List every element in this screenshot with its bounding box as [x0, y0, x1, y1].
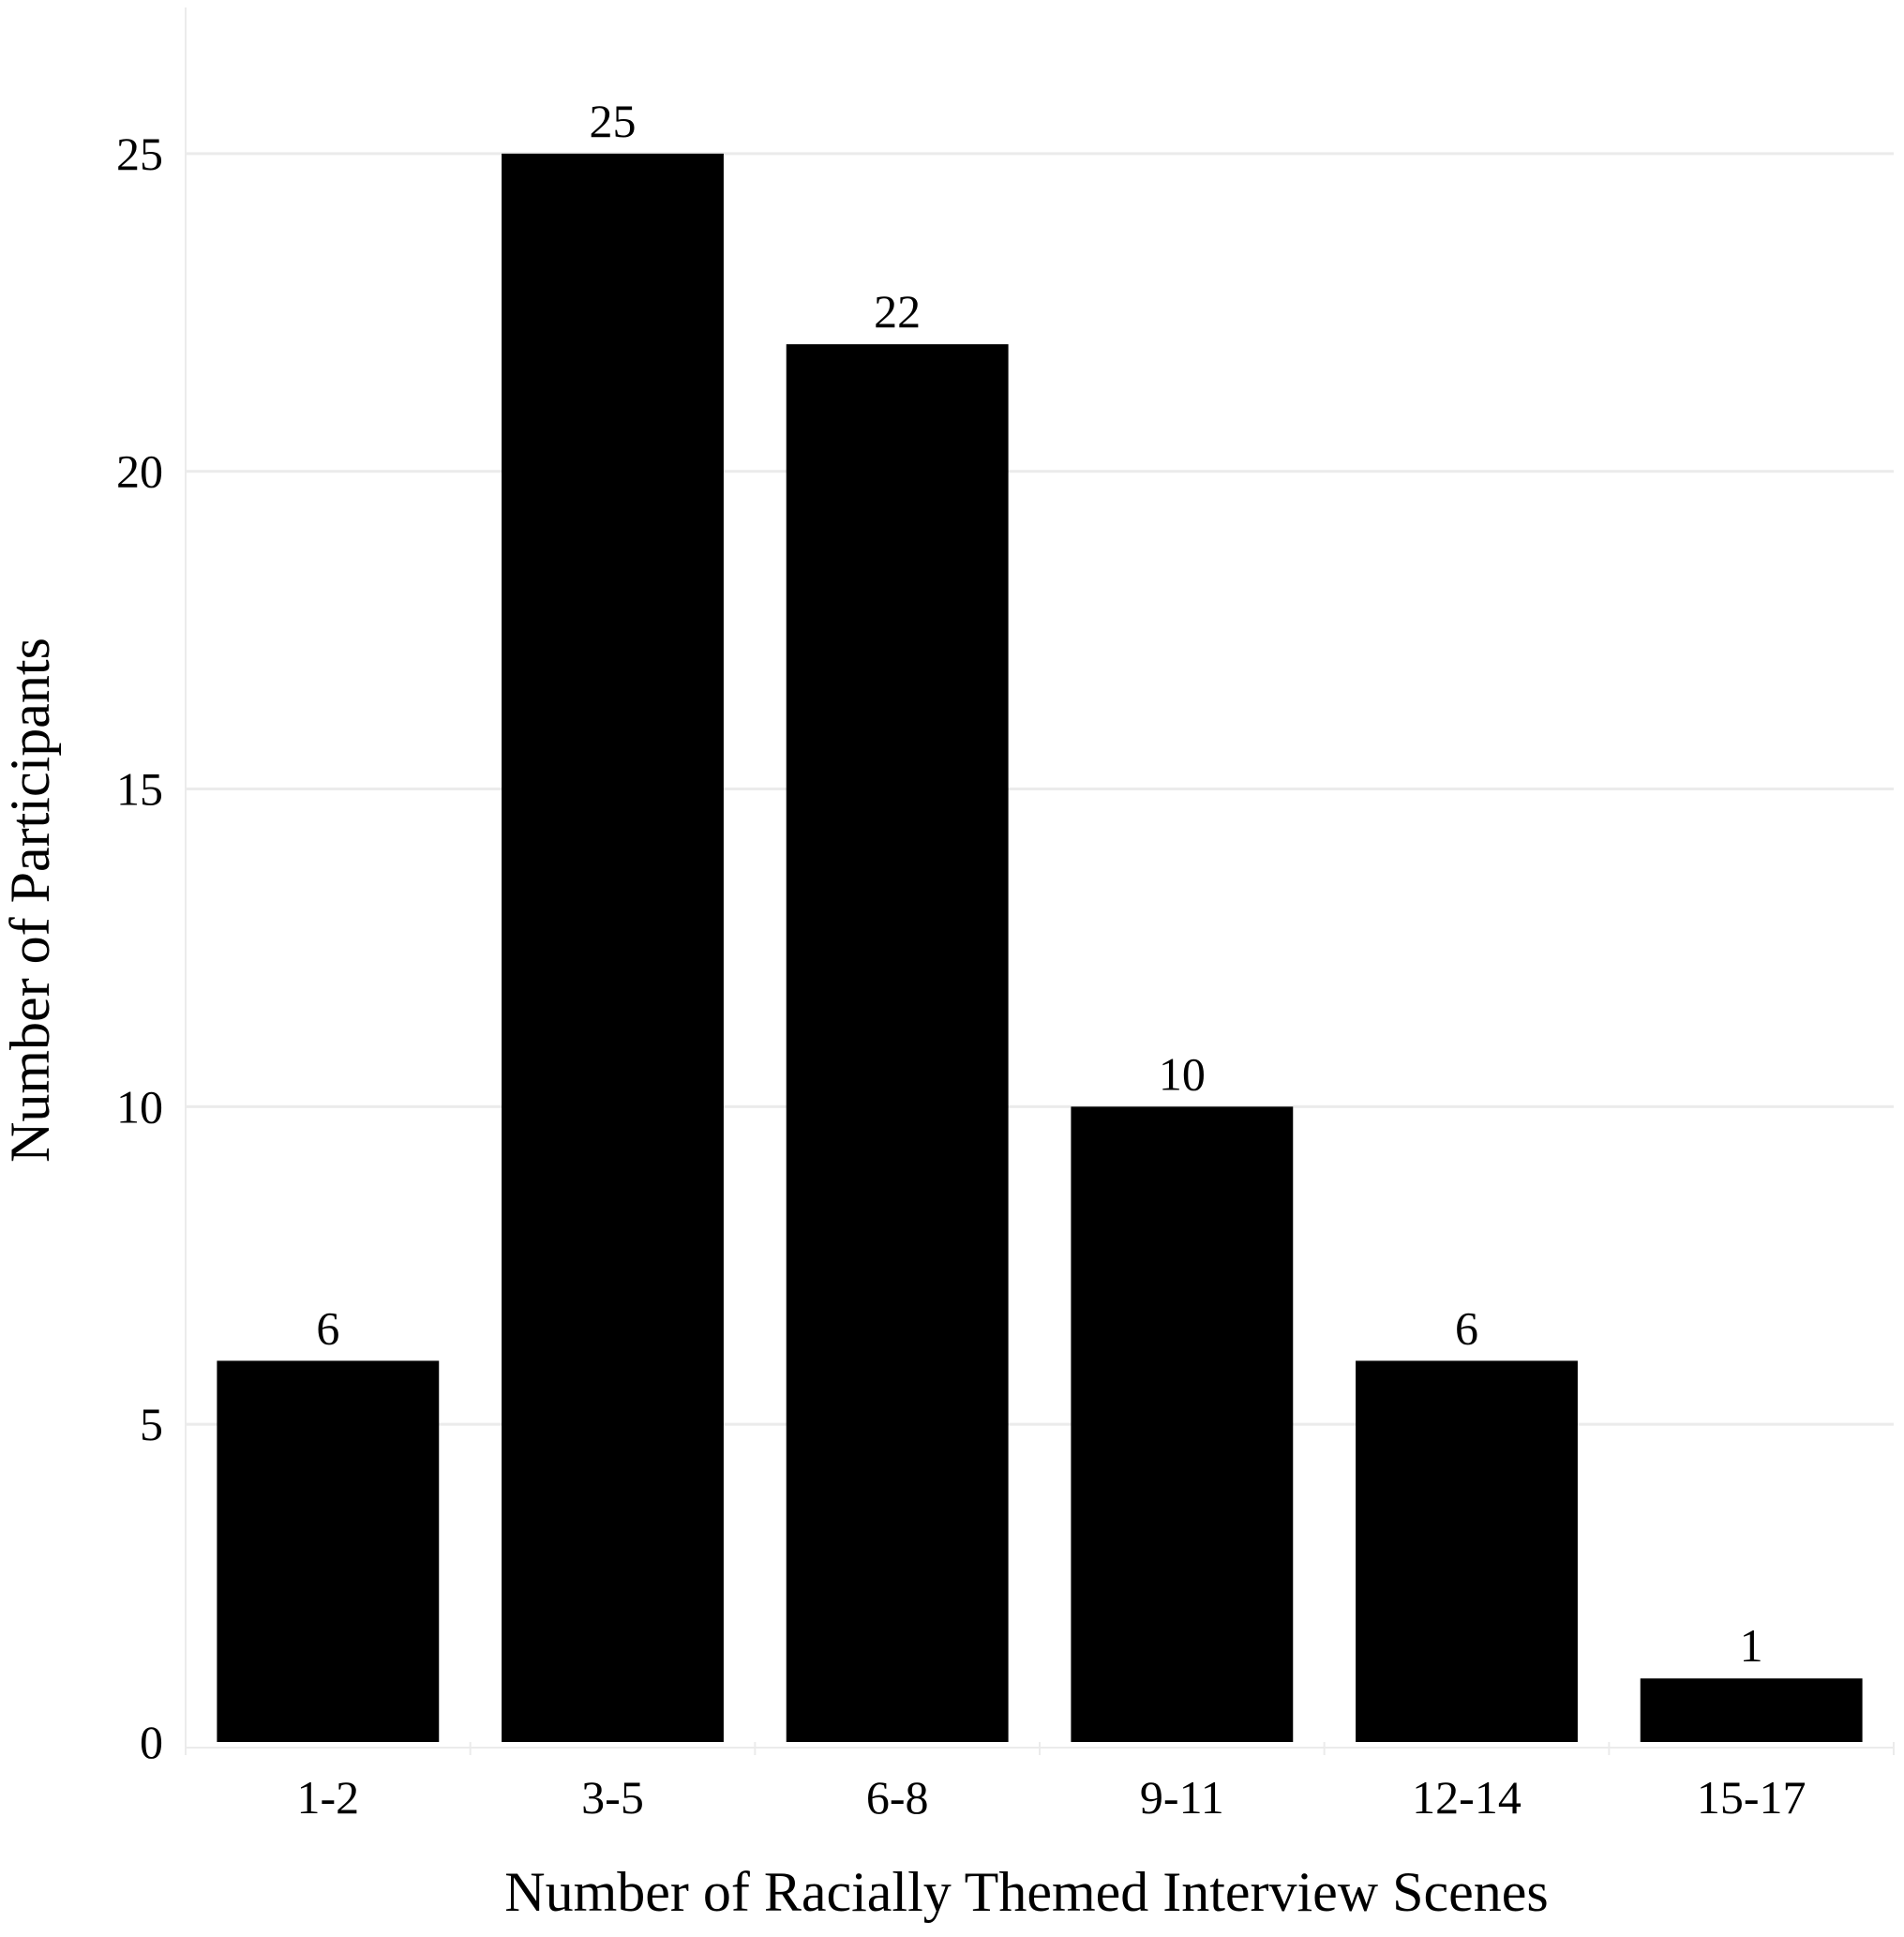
- x-tick-label-12-14: 12-14: [1412, 1771, 1522, 1824]
- bar-value-label-1-2: 6: [316, 1301, 339, 1354]
- bar-3-5: [502, 153, 724, 1742]
- x-axis-ticks: 1-2 3-5 6-8 9-11 12-14 15-17: [297, 1771, 1807, 1824]
- x-tick-label-9-11: 9-11: [1140, 1771, 1224, 1824]
- bar-12-14: [1356, 1360, 1578, 1742]
- bar-value-label-12-14: 6: [1455, 1301, 1478, 1354]
- bar-6-8: [786, 344, 1009, 1743]
- x-tick-label-15-17: 15-17: [1697, 1771, 1807, 1824]
- bars: [217, 153, 1863, 1743]
- bar-value-label-9-11: 10: [1159, 1047, 1206, 1100]
- data-labels: 6 25 22 10 6 1: [316, 95, 1762, 1672]
- bar-value-label-6-8: 22: [874, 285, 921, 338]
- x-tick-label-3-5: 3-5: [581, 1771, 644, 1824]
- y-tick-label-10: 10: [116, 1080, 163, 1133]
- y-tick-label-25: 25: [116, 128, 163, 180]
- bar-1-2: [217, 1360, 440, 1742]
- bar-value-label-3-5: 25: [590, 95, 637, 147]
- bar-value-label-15-17: 1: [1740, 1619, 1763, 1672]
- y-axis-title: Number of Participants: [0, 638, 61, 1163]
- y-tick-label-20: 20: [116, 445, 163, 498]
- bar-15-17: [1640, 1678, 1863, 1742]
- x-tick-label-1-2: 1-2: [297, 1771, 360, 1824]
- y-tick-label-5: 5: [140, 1398, 163, 1450]
- gridlines: [185, 8, 1895, 1755]
- x-tick-label-6-8: 6-8: [866, 1771, 929, 1824]
- bar-9-11: [1071, 1106, 1294, 1742]
- y-axis-ticks: 0 5 10 15 20 25: [116, 128, 163, 1768]
- y-tick-label-15: 15: [116, 763, 163, 816]
- y-tick-label-0: 0: [140, 1716, 163, 1768]
- x-axis-title: Number of Racially Themed Interview Scen…: [504, 1861, 1549, 1923]
